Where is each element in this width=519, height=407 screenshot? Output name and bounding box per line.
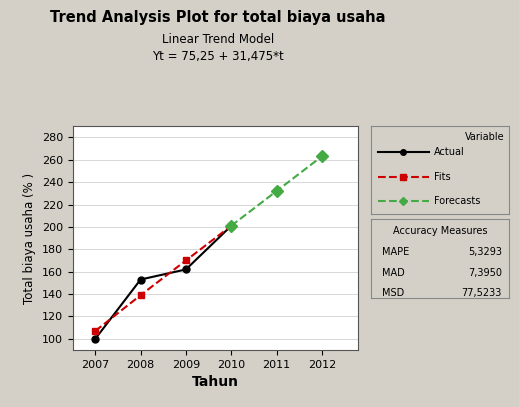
Text: Yt = 75,25 + 31,475*t: Yt = 75,25 + 31,475*t [152, 50, 284, 63]
Text: Trend Analysis Plot for total biaya usaha: Trend Analysis Plot for total biaya usah… [50, 10, 386, 25]
Text: MAD: MAD [382, 268, 405, 278]
Text: Accuracy Measures: Accuracy Measures [392, 226, 487, 236]
X-axis label: Tahun: Tahun [192, 375, 239, 389]
Text: Fits: Fits [434, 172, 451, 182]
Text: 5,3293: 5,3293 [468, 247, 502, 257]
Text: 77,5233: 77,5233 [461, 289, 502, 298]
Text: MAPE: MAPE [382, 247, 409, 257]
Text: Forecasts: Forecasts [434, 197, 481, 206]
Text: Actual: Actual [434, 147, 465, 158]
Text: 7,3950: 7,3950 [468, 268, 502, 278]
Y-axis label: Total biaya usaha (% ): Total biaya usaha (% ) [23, 173, 36, 304]
Text: Variable: Variable [465, 132, 504, 142]
Text: Linear Trend Model: Linear Trend Model [162, 33, 274, 46]
Text: MSD: MSD [382, 289, 404, 298]
